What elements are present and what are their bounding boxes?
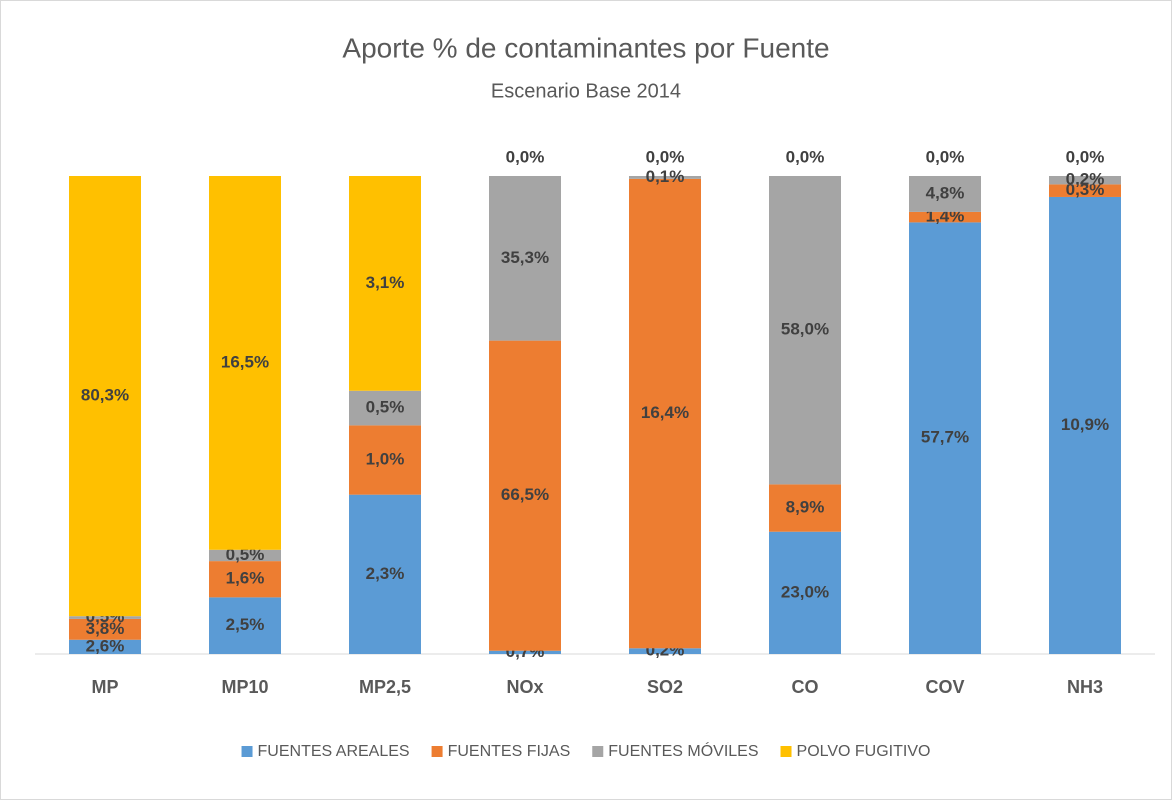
data-label: 58,0% xyxy=(781,320,829,339)
bar-segment xyxy=(1049,176,1121,185)
legend-label: FUENTES FIJAS xyxy=(448,743,571,760)
data-label: 16,4% xyxy=(641,403,689,422)
legend-swatch xyxy=(780,746,792,757)
data-label: 1,0% xyxy=(366,450,405,469)
data-label: 23,0% xyxy=(781,582,829,601)
bar-segment xyxy=(69,618,141,640)
x-tick-label: COV xyxy=(925,677,964,697)
data-label: 57,7% xyxy=(921,428,969,447)
bar-segment xyxy=(489,176,561,341)
bar-segment xyxy=(349,390,421,426)
data-label: 10,9% xyxy=(1061,415,1109,434)
data-label: 2,6% xyxy=(86,636,125,655)
bar-segment xyxy=(209,597,281,654)
chart-title: Aporte % de contaminantes por Fuente xyxy=(342,32,829,63)
bar-segment xyxy=(69,176,141,617)
data-label: 0,5% xyxy=(366,398,405,417)
data-label: 4,8% xyxy=(926,183,965,202)
bar-segment xyxy=(209,549,281,562)
x-tick-label: CO xyxy=(792,677,819,697)
data-label: 16,5% xyxy=(221,352,269,371)
bar-segment xyxy=(489,650,561,654)
bar-segment xyxy=(69,639,141,654)
bar-segment xyxy=(209,561,281,598)
legend-label: POLVO FUGITIVO xyxy=(797,743,931,760)
bar-segment xyxy=(769,484,841,532)
legend-label: FUENTES AREALES xyxy=(258,743,410,760)
bar-segment xyxy=(909,211,981,223)
data-label: 66,5% xyxy=(501,485,549,504)
x-tick-label: MP xyxy=(92,677,119,697)
data-label: 80,3% xyxy=(81,386,129,405)
data-label: 2,3% xyxy=(366,564,405,583)
data-label: 0,2% xyxy=(1066,170,1105,189)
data-label: 0,3% xyxy=(1066,180,1105,199)
bar-segment xyxy=(1049,196,1121,654)
x-tick-label: MP2,5 xyxy=(359,677,411,697)
data-label: 2,5% xyxy=(226,615,265,634)
bar-segment xyxy=(769,531,841,654)
data-label: 0,0% xyxy=(786,147,825,166)
bar-segment xyxy=(1049,184,1121,197)
bar-segment xyxy=(629,176,701,179)
bar-segment xyxy=(629,178,701,649)
x-tick-label: MP10 xyxy=(221,677,268,697)
data-label: 0,1% xyxy=(646,167,685,186)
bar-segment xyxy=(349,425,421,495)
data-label: 0,0% xyxy=(926,147,965,166)
data-label: 3,1% xyxy=(366,273,405,292)
bar-segment xyxy=(69,616,141,619)
bar-segment xyxy=(209,176,281,550)
bar-segment xyxy=(769,176,841,485)
bar-segment xyxy=(349,494,421,654)
chart-subtitle: Escenario Base 2014 xyxy=(491,80,681,102)
legend-swatch xyxy=(431,746,443,757)
legend-swatch xyxy=(592,746,604,757)
data-label: 35,3% xyxy=(501,248,549,267)
bar-segment xyxy=(909,176,981,212)
x-tick-label: SO2 xyxy=(647,677,683,697)
data-label: 3,8% xyxy=(86,619,125,638)
data-label: 0,0% xyxy=(646,147,685,166)
x-tick-label: NOx xyxy=(506,677,543,697)
data-label: 8,9% xyxy=(786,498,825,517)
bar-segment xyxy=(349,176,421,391)
bar-segment xyxy=(629,648,701,654)
bar-segment xyxy=(489,340,561,651)
data-label: 0,0% xyxy=(1066,147,1105,166)
bar-segment xyxy=(909,222,981,654)
data-label: 1,6% xyxy=(226,569,265,588)
x-tick-label: NH3 xyxy=(1067,677,1103,697)
legend-label: FUENTES MÓVILES xyxy=(608,741,758,760)
data-label: 0,0% xyxy=(506,147,545,166)
legend-swatch xyxy=(241,746,253,757)
